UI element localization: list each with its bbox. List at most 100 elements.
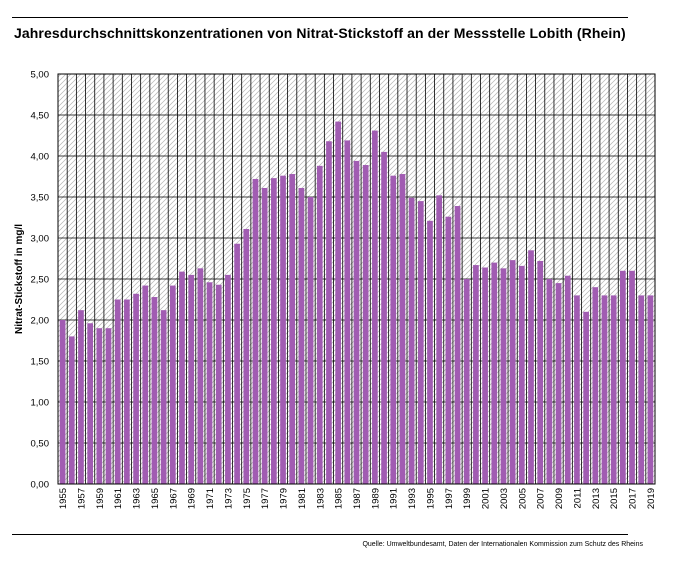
bar-1964 [142,285,149,484]
bar-1962 [124,299,130,484]
bar-1990 [381,151,387,484]
x-tick-label: 1989 [370,488,381,509]
bar-2011 [574,295,580,484]
x-tick-label: 2013 [591,488,602,509]
bar-1968 [179,271,185,484]
bar-2019 [647,295,654,484]
bar-2009 [555,283,562,484]
y-tick-label: 0,50 [31,439,50,450]
y-tick-label: 4,00 [31,152,50,163]
bar-1979 [280,175,286,484]
bar-1969 [188,274,195,484]
bar-1975 [243,228,250,484]
x-tick-label: 1969 [187,488,198,509]
bar-1987 [353,160,360,485]
bar-1984 [326,141,332,485]
bottom-rule [12,534,628,535]
chart-title: Jahresdurchschnittskonzentrationen von N… [14,25,626,41]
bar-2016 [620,270,626,484]
y-tick-label: 1,50 [31,357,50,368]
bar-1972 [215,284,222,484]
bar-1978 [270,178,277,484]
x-tick-label: 2019 [646,488,657,509]
y-tick-label: 4,50 [31,111,50,122]
bar-1988 [362,165,369,484]
bar-1971 [206,282,213,484]
bar-1956 [68,336,75,484]
bar-1993 [408,197,415,484]
bar-2000 [473,265,479,484]
x-tick-label: 1975 [242,488,253,509]
x-tick-label: 2011 [572,488,583,508]
bar-2003 [500,268,507,484]
x-tick-label: 1973 [223,488,234,509]
bar-1982 [307,197,314,484]
x-tick-label: 1959 [95,488,106,509]
bar-1977 [261,187,268,485]
bar-1980 [289,174,296,485]
y-axis-label: Nitrat-Stickstoff in mg/l [14,224,25,334]
bar-1963 [133,293,139,484]
x-tick-label: 1991 [389,488,400,509]
x-tick-label: 1965 [150,488,161,509]
bar-1992 [399,174,406,485]
bar-1960 [105,328,112,484]
y-tick-label: 2,50 [31,275,50,286]
bar-1966 [160,310,167,484]
bar-1955 [59,320,66,484]
x-tick-label: 2009 [554,488,565,509]
bar-1985 [335,121,341,484]
bar-1983 [316,165,323,484]
bar-2005 [518,265,525,484]
x-tick-label: 1981 [297,488,308,509]
y-tick-label: 0,00 [31,480,50,491]
x-tick-label: 1957 [76,488,87,509]
bar-2001 [482,267,488,484]
x-tick-label: 1995 [425,488,436,509]
bar-1957 [78,310,84,484]
bar-1974 [234,243,240,484]
bar-1959 [96,328,103,484]
bar-2002 [491,262,498,484]
bar-2010 [564,275,571,484]
bar-1976 [252,178,259,484]
y-tick-label: 3,00 [31,234,50,245]
bar-1996 [436,195,443,485]
x-tick-label: 1979 [279,488,290,509]
bar-1981 [298,187,305,485]
bar-1986 [344,140,351,485]
bar-1967 [169,285,176,484]
bar-2015 [610,295,617,484]
bar-1958 [87,323,93,484]
bar-1961 [114,299,121,484]
bar-2004 [509,260,516,484]
top-rule [12,17,628,18]
bar-1965 [151,297,158,484]
y-tick-label: 3,50 [31,193,50,204]
bar-1970 [197,268,204,484]
x-tick-label: 1955 [58,488,69,509]
bar-2018 [638,295,645,484]
x-tick-label: 2015 [609,488,620,509]
bar-2014 [601,295,608,484]
x-tick-label: 2003 [499,488,510,509]
bar-2012 [583,311,589,484]
x-tick-label: 1985 [334,488,345,509]
x-tick-label: 2007 [536,488,547,509]
x-tick-label: 1977 [260,488,271,509]
bar-1991 [390,175,397,484]
x-tick-label: 2005 [517,488,528,509]
x-tick-label: 1967 [168,488,179,509]
plot-frame [57,73,656,485]
y-tick-label: 2,00 [31,316,50,327]
x-tick-label: 1987 [352,488,363,509]
x-tick-label: 2001 [481,488,492,509]
x-tick-label: 1999 [462,488,473,509]
bar-1973 [225,274,231,484]
bar-2017 [629,270,635,484]
bar-1989 [372,130,378,484]
source-note: Quelle: Umweltbundesamt, Daten der Inter… [362,541,643,548]
x-tick-label: 1983 [315,488,326,509]
bar-1994 [417,201,424,484]
bar-2007 [537,260,544,484]
